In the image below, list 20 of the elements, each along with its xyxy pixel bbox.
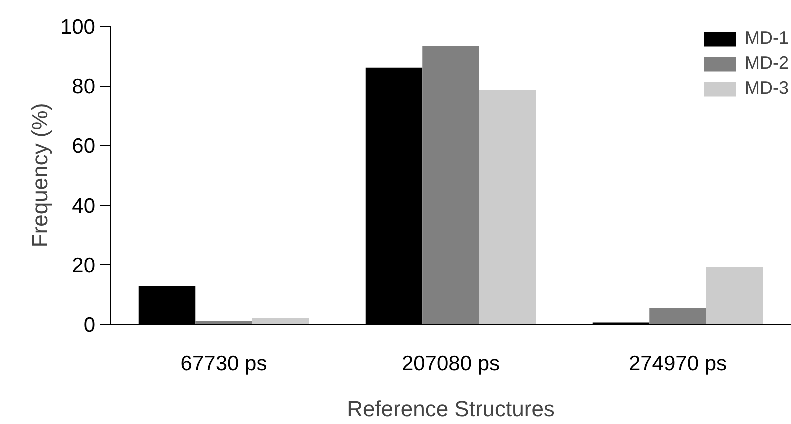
legend-label: MD-2 [745, 53, 789, 74]
bar [422, 46, 480, 324]
y-tick-label: 20 [72, 254, 96, 278]
y-tick-label: 100 [60, 16, 96, 39]
x-tick-label: 274970 ps [628, 352, 728, 376]
x-tick-label: 207080 ps [402, 352, 500, 376]
y-tick-label: 80 [72, 76, 96, 99]
y-tick-label: 40 [72, 194, 96, 218]
y-tick-label: 60 [72, 135, 96, 158]
legend-label: MD-1 [745, 28, 789, 49]
bar [252, 318, 310, 324]
bar [650, 308, 706, 324]
legend-label: MD-3 [745, 78, 789, 99]
x-axis-title: Reference Structures [347, 396, 555, 422]
x-tick-label: 67730 ps [180, 352, 268, 376]
y-tick-label: 0 [84, 314, 96, 337]
y-axis-title: Frequency (%) [27, 103, 52, 248]
bar [479, 90, 536, 324]
bar [706, 267, 764, 324]
bar [196, 321, 252, 324]
